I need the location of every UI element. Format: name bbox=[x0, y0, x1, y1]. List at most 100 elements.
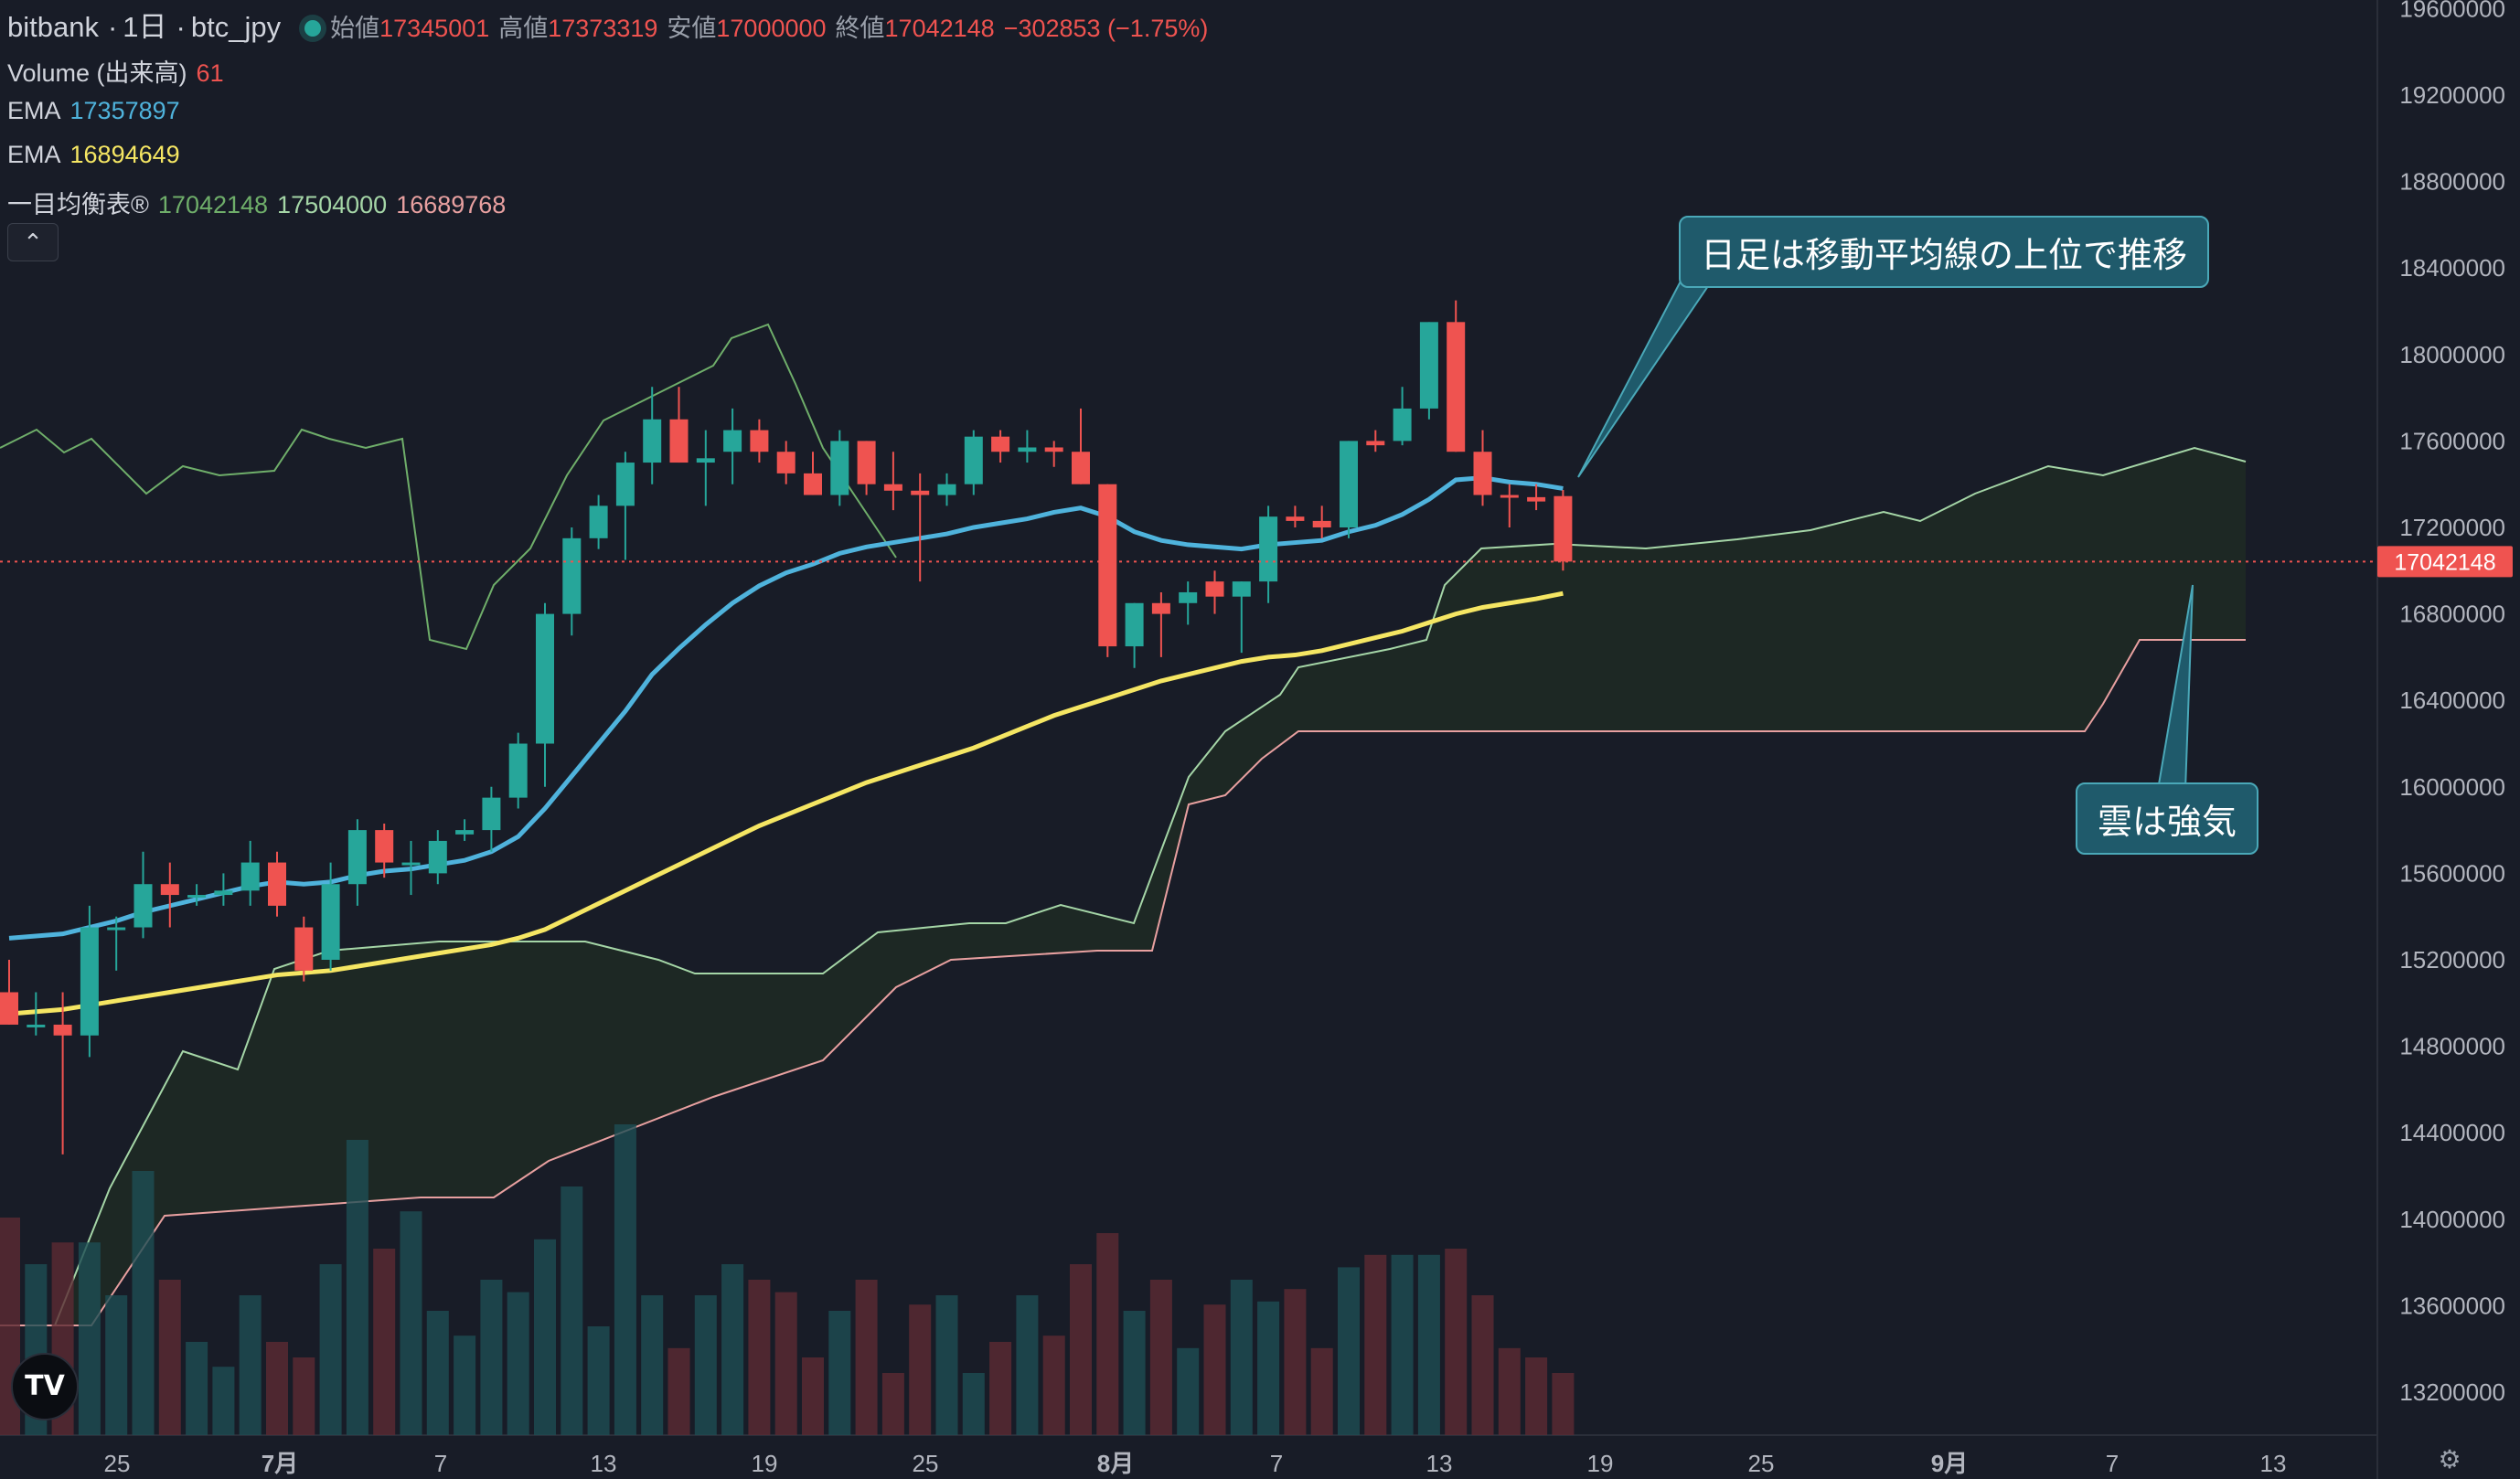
volume-bar bbox=[1042, 1335, 1065, 1435]
ema-fast-value: 17357897 bbox=[69, 97, 180, 124]
volume-bar bbox=[828, 1311, 851, 1435]
y-axis-tick-label: 18400000 bbox=[2399, 254, 2505, 282]
ichimoku-span-b bbox=[0, 639, 2246, 1326]
volume-bar bbox=[1284, 1289, 1307, 1435]
volume-bar bbox=[1096, 1233, 1119, 1435]
candle-body bbox=[508, 743, 528, 798]
ichimoku-legend[interactable]: 一目均衡表® 17042148 17504000 16689768 bbox=[7, 185, 515, 220]
volume-bar bbox=[158, 1280, 181, 1435]
volume-bar bbox=[1391, 1254, 1414, 1435]
candle-body bbox=[1018, 447, 1037, 452]
volume-bar bbox=[694, 1295, 717, 1435]
candle-body bbox=[669, 419, 689, 463]
y-axis-tick-label: 16800000 bbox=[2399, 601, 2505, 628]
candle-body bbox=[1554, 495, 1573, 562]
candle-body bbox=[1072, 452, 1090, 484]
settings-gear-icon[interactable]: ⚙ bbox=[2438, 1445, 2461, 1474]
y-axis-tick-label: 14400000 bbox=[2399, 1119, 2505, 1146]
x-axis-tick-label: 7 bbox=[434, 1450, 447, 1477]
low-label: 安値 bbox=[667, 15, 717, 42]
volume-bar bbox=[561, 1186, 583, 1435]
volume-bar bbox=[1149, 1280, 1172, 1435]
y-axis-tick-label: 19600000 bbox=[2399, 0, 2505, 22]
candle-body bbox=[1419, 322, 1438, 409]
y-axis-tick-label: 16400000 bbox=[2399, 686, 2505, 714]
volume-bar bbox=[855, 1280, 878, 1435]
candle-body bbox=[1286, 516, 1305, 521]
close-value: 17042148 bbox=[884, 15, 995, 42]
candle-body bbox=[536, 613, 554, 744]
candle-body bbox=[482, 797, 501, 831]
candle-body bbox=[1259, 516, 1278, 582]
interval[interactable]: 1日 bbox=[123, 11, 167, 43]
candle-body bbox=[1393, 408, 1412, 442]
candle-body bbox=[1179, 591, 1198, 603]
candle-body bbox=[294, 927, 314, 971]
x-axis-tick-label: 13 bbox=[591, 1450, 617, 1477]
candle-body bbox=[1447, 322, 1466, 452]
exchange-name[interactable]: bitbank bbox=[7, 11, 99, 43]
volume-bar bbox=[1123, 1311, 1146, 1435]
high-label: 高値 bbox=[498, 15, 549, 42]
candle-body bbox=[53, 1024, 72, 1036]
candle-body bbox=[428, 840, 447, 874]
candle-body bbox=[883, 484, 902, 491]
candle-body bbox=[1151, 602, 1170, 614]
candle-body bbox=[1340, 441, 1358, 527]
symbol-name[interactable]: btc_jpy bbox=[190, 11, 282, 43]
ichimoku-value-2: 17504000 bbox=[277, 191, 388, 218]
volume-label: Volume (出来高) bbox=[7, 59, 187, 87]
x-axis-tick-label: 7 bbox=[2106, 1450, 2119, 1477]
volume-bar bbox=[1364, 1254, 1387, 1435]
x-axis-tick-label: 19 bbox=[752, 1450, 778, 1477]
x-axis-tick-label: 7月 bbox=[262, 1450, 298, 1477]
ichimoku-span-a bbox=[0, 446, 2247, 1326]
volume-bar bbox=[909, 1304, 932, 1435]
x-axis-tick-label: 25 bbox=[104, 1450, 131, 1477]
candle-body bbox=[937, 484, 956, 495]
volume-bar bbox=[1310, 1347, 1333, 1435]
volume-bar bbox=[507, 1292, 529, 1435]
ichimoku-chikou-span bbox=[0, 323, 897, 651]
tradingview-logo-icon[interactable]: TV bbox=[11, 1353, 79, 1420]
y-axis-tick-label: 13600000 bbox=[2399, 1292, 2505, 1319]
volume-bar bbox=[1338, 1267, 1360, 1435]
annotation-callout-cloud[interactable]: 雲は強気 bbox=[2076, 782, 2259, 855]
change-value: −302853 (−1.75%) bbox=[1003, 15, 1209, 42]
collapse-legend-button[interactable]: ⌃ bbox=[7, 223, 59, 261]
high-value: 17373319 bbox=[548, 15, 658, 42]
ema-fast-legend[interactable]: EMA 17357897 bbox=[7, 97, 189, 125]
candle-body bbox=[1312, 520, 1331, 527]
volume-bar bbox=[1070, 1264, 1092, 1435]
annotation-callout-ema[interactable]: 日足は移動平均線の上位で推移 bbox=[1679, 216, 2210, 288]
chevron-up-icon: ⌃ bbox=[23, 229, 43, 256]
volume-bar bbox=[935, 1295, 958, 1435]
volume-bar bbox=[454, 1335, 476, 1435]
volume-bar bbox=[587, 1326, 610, 1435]
close-label: 終値 bbox=[835, 15, 885, 42]
volume-bar bbox=[802, 1357, 824, 1435]
volume-bar bbox=[105, 1295, 128, 1435]
last-price-badge-label: 17042148 bbox=[2394, 549, 2495, 575]
candle-body bbox=[1473, 452, 1492, 495]
ema-slow-line bbox=[8, 591, 1564, 1016]
candle-body bbox=[1366, 441, 1385, 446]
volume-legend[interactable]: Volume (出来高) 61 bbox=[7, 53, 233, 89]
candle-body bbox=[911, 490, 930, 495]
candle-body bbox=[347, 830, 367, 885]
volume-bar bbox=[881, 1373, 904, 1435]
ema-slow-legend[interactable]: EMA 16894649 bbox=[7, 141, 189, 169]
volume-bar bbox=[534, 1239, 556, 1435]
y-axis-tick-label: 18000000 bbox=[2399, 341, 2505, 368]
callout-pointer-ema bbox=[1577, 272, 1712, 478]
volume-bar bbox=[1471, 1295, 1494, 1435]
volume-bar bbox=[293, 1357, 315, 1435]
candle-body bbox=[589, 505, 608, 538]
volume-bar bbox=[667, 1347, 690, 1435]
volume-bar bbox=[212, 1367, 235, 1435]
open-value: 17345001 bbox=[379, 15, 490, 42]
candle-body bbox=[133, 884, 153, 928]
candle-body bbox=[615, 463, 635, 506]
volume-bar bbox=[1257, 1301, 1280, 1435]
